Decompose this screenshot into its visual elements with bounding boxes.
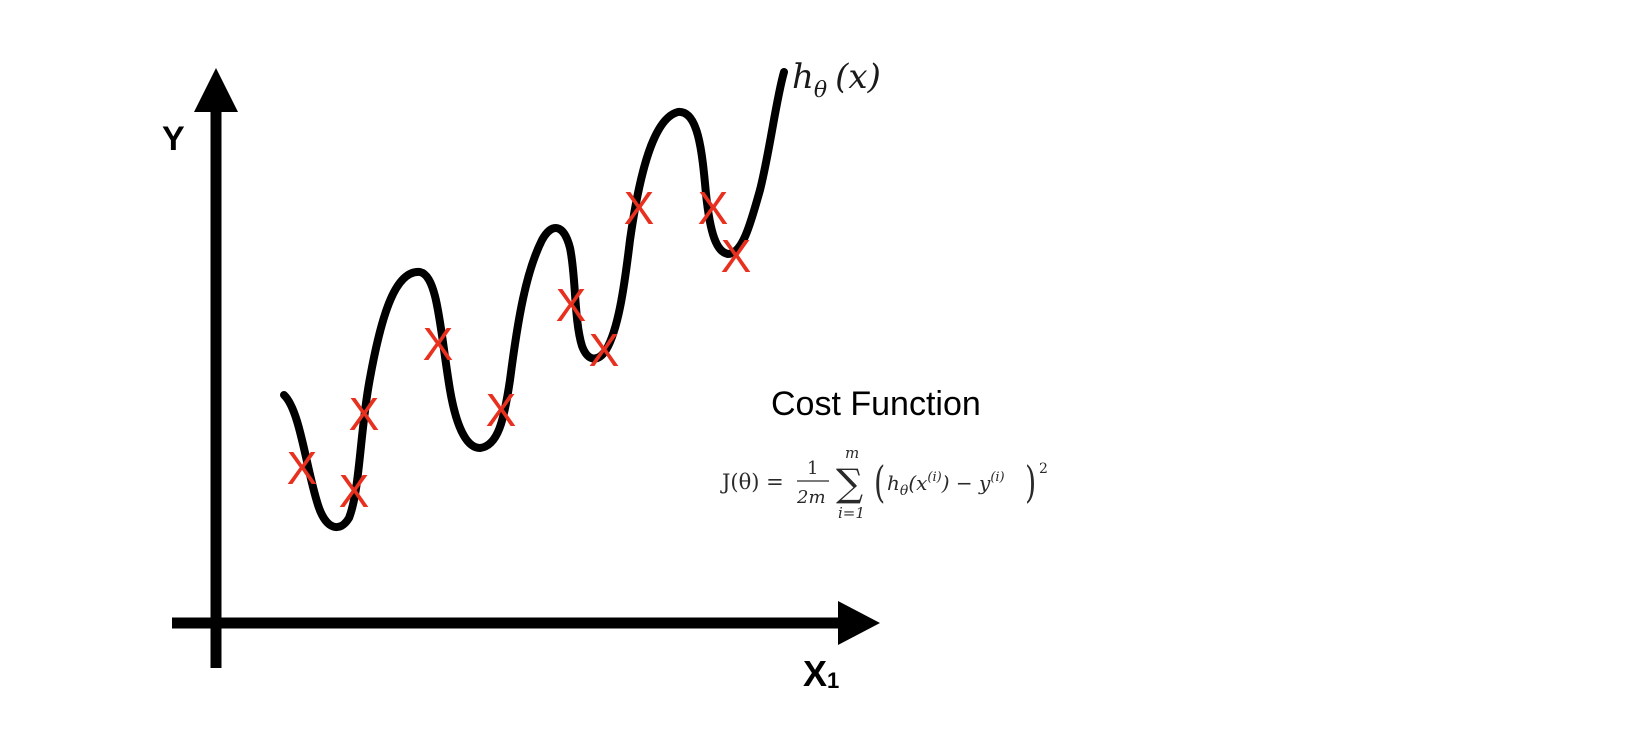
y-axis-label: Y <box>162 120 185 158</box>
formula-sum-upper: m <box>845 444 859 462</box>
hypothesis-label-theta: θ <box>814 78 827 103</box>
formula-body-h: h <box>887 471 900 495</box>
data-point-marker: X <box>698 182 729 234</box>
formula-open-paren: ( <box>874 457 885 508</box>
y-axis-arrowhead <box>194 68 238 112</box>
formula-body-sup2: (i) <box>990 470 1004 485</box>
hypothesis-curve <box>280 68 788 532</box>
formula-body: hθ(x(i)) − y(i) <box>887 470 1005 499</box>
data-point-marker: X <box>624 182 655 234</box>
hypothesis-label-h: h <box>792 57 814 97</box>
x-axis-arrowhead <box>838 601 880 645</box>
cost-function-formula: J(θ) = 1 2m m ∑ i=1 ( hθ(x(i)) − y(i) ) … <box>720 444 1048 522</box>
data-point-marker: X <box>349 388 380 440</box>
data-point-marker: X <box>287 442 318 494</box>
data-point-marker: X <box>339 465 370 517</box>
x-axis <box>172 601 880 645</box>
data-point-marker: X <box>486 384 517 436</box>
formula-body-x: (x <box>908 471 927 495</box>
formula-lhs: J(θ) = <box>720 470 784 494</box>
formula-frac-numerator: 1 <box>807 458 818 479</box>
formula-sum-lower: i=1 <box>838 504 865 522</box>
formula-power: 2 <box>1039 461 1048 477</box>
formula-sum-symbol: ∑ <box>836 461 863 505</box>
data-point-marker: X <box>556 279 587 331</box>
formula-body-theta: θ <box>900 483 909 499</box>
formula-close-paren: ) <box>1025 457 1036 508</box>
y-axis <box>194 68 238 668</box>
data-point-marker: X <box>721 230 752 282</box>
formula-body-minus: ) − y <box>941 471 991 495</box>
formula-frac-denominator: 2m <box>796 487 826 508</box>
cost-function-title: Cost Function <box>771 385 981 423</box>
hypothesis-label: hθ (x) <box>792 57 881 103</box>
x-axis-label-main: X <box>803 653 827 694</box>
data-point-marker: X <box>589 324 620 376</box>
x-axis-label-subscript: 1 <box>827 668 839 693</box>
hypothesis-label-x: (x) <box>835 57 881 97</box>
formula-body-sup1: (i) <box>927 470 941 485</box>
x-axis-label: X1 <box>803 653 839 694</box>
data-point-marker: X <box>423 318 454 370</box>
